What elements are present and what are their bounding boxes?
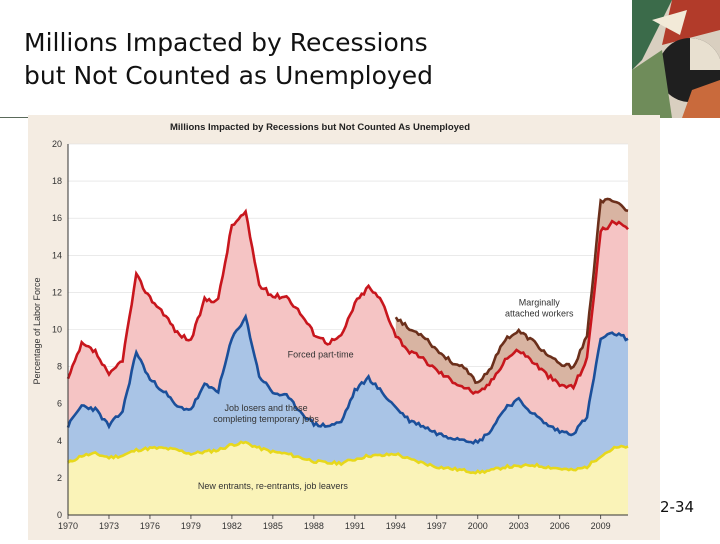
annotation-new-entrants: New entrants, re-entrants, job leavers: [198, 481, 349, 491]
line-forced-part-time: [66, 208, 629, 396]
chart-frame: Millions Impacted by Recessions but Not …: [28, 115, 660, 540]
x-tick-label: 1985: [263, 521, 283, 531]
y-axis-label: Percentage of Labor Force: [32, 277, 42, 384]
y-tick-label: 18: [52, 176, 62, 186]
annotation-marginally-line-1: Marginally: [519, 297, 561, 307]
line-job-losers: [66, 313, 629, 445]
annotation-forced-part-time: Forced part-time: [288, 349, 354, 359]
line-new-entrants: [67, 440, 629, 475]
chart: Millions Impacted by Recessions but Not …: [32, 122, 629, 531]
x-tick-label: 1997: [427, 521, 447, 531]
y-tick-label: 2: [57, 473, 62, 483]
y-tick-label: 20: [52, 139, 62, 149]
x-tick-label: 1979: [181, 521, 201, 531]
line-marginally-attached: [394, 197, 629, 385]
annotation-job-losers-line-2: completing temporary jobs: [213, 414, 319, 424]
x-tick-label: 1982: [222, 521, 242, 531]
area-new-entrants: [68, 441, 628, 515]
x-tick-label: 1991: [345, 521, 365, 531]
y-tick-label: 6: [57, 399, 62, 409]
slide-title-line-2: but Not Counted as Unemployed: [24, 61, 433, 90]
x-tick-label: 1988: [304, 521, 324, 531]
x-tick-label: 2000: [468, 521, 488, 531]
x-tick-label: 1970: [58, 521, 78, 531]
chart-title: Millions Impacted by Recessions but Not …: [170, 122, 470, 133]
x-tick-label: 2009: [591, 521, 611, 531]
slide-title-line-1: Millions Impacted by Recessions: [24, 28, 428, 57]
y-tick-label: 10: [52, 325, 62, 335]
y-tick-label: 4: [57, 436, 62, 446]
slide-title: Millions Impacted by Recessions but Not …: [24, 26, 584, 92]
x-tick-label: 1973: [99, 521, 119, 531]
x-tick-label: 2003: [509, 521, 529, 531]
x-tick-label: 2006: [550, 521, 570, 531]
y-tick-label: 0: [57, 510, 62, 520]
x-tick-label: 1976: [140, 521, 160, 531]
y-tick-label: 12: [52, 287, 62, 297]
y-tick-label: 16: [52, 213, 62, 223]
annotation-marginally-line-2: attached workers: [505, 308, 574, 318]
y-tick-label: 8: [57, 362, 62, 372]
decorative-artwork: [632, 0, 720, 118]
right-panel: [660, 118, 720, 540]
x-tick-label: 1994: [386, 521, 406, 531]
slide-number: 2-34: [660, 498, 695, 516]
annotation-job-losers-line-1: Job losers and those: [225, 403, 308, 413]
y-tick-label: 14: [52, 250, 62, 260]
